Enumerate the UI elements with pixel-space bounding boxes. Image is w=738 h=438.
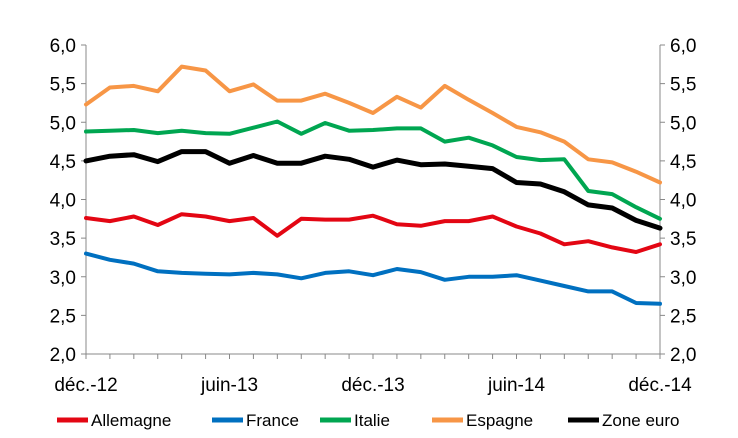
- legend-label-italie: Italie: [354, 411, 390, 430]
- y-tick-label-right: 2,0: [670, 345, 696, 366]
- x-tick-label: déc.-12: [54, 375, 117, 396]
- y-tick-label-right: 5,0: [670, 113, 696, 134]
- x-tick-label: juin-13: [200, 375, 258, 396]
- y-tick-label-left: 4,0: [50, 191, 76, 212]
- x-tick-label: déc.-14: [628, 375, 692, 396]
- legend: Allemagne France Italie Espagne Zone euro: [57, 411, 680, 430]
- legend-label-allemagne: Allemagne: [91, 411, 171, 430]
- y-tick-label-right: 5,5: [670, 75, 696, 96]
- y-tick-label-left: 3,5: [50, 229, 76, 250]
- y-tick-label-right: 3,0: [670, 268, 696, 289]
- y-tick-label-left: 2,0: [50, 345, 76, 366]
- axes: 2,0 2,0 2,5 2,5 3,0 3,0 3,5 3,5 4,0 4,0 4,5 4,5 5,0 5…: [50, 36, 697, 396]
- y-tick-label-left: 6,0: [50, 36, 76, 57]
- y-tick-label-right: 3,5: [670, 229, 696, 250]
- legend-label-espagne: Espagne: [466, 411, 533, 430]
- series-line-zone-euro: [83, 149, 663, 231]
- y-tick-label-left: 3,0: [50, 268, 76, 289]
- y-tick-label-right: 2,5: [670, 306, 696, 327]
- x-tick-label: déc.-13: [341, 375, 404, 396]
- series-line-allemagne: [84, 212, 662, 254]
- x-tick-label: juin-14: [487, 375, 545, 396]
- legend-label-france: France: [246, 411, 299, 430]
- series-line-espagne: [84, 64, 662, 185]
- y-tick-label-right: 6,0: [670, 36, 696, 57]
- y-tick-label-left: 4,5: [50, 152, 76, 173]
- y-tick-label-left: 5,0: [50, 113, 76, 134]
- series-line-italie: [84, 119, 662, 221]
- series-lines: [83, 64, 663, 306]
- y-tick-label-right: 4,0: [670, 191, 696, 212]
- legend-label-zone-euro: Zone euro: [602, 411, 680, 430]
- series-line-france: [84, 251, 662, 306]
- y-tick-label-left: 2,5: [50, 306, 76, 327]
- y-tick-label-right: 4,5: [670, 152, 696, 173]
- y-tick-label-left: 5,5: [50, 75, 76, 96]
